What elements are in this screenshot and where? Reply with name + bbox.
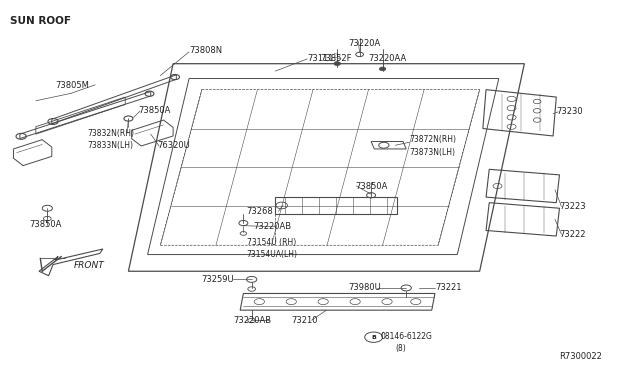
Text: 73850A: 73850A	[29, 221, 62, 230]
Text: 73111: 73111	[307, 54, 333, 62]
Text: 73873N(LH): 73873N(LH)	[410, 148, 456, 157]
Text: 73220AB: 73220AB	[253, 222, 291, 231]
Text: 73850A: 73850A	[138, 106, 170, 115]
Text: 76320U: 76320U	[157, 141, 190, 151]
Text: 73154U (RH): 73154U (RH)	[246, 238, 296, 247]
Text: 73220AB: 73220AB	[234, 316, 272, 325]
Text: 73223: 73223	[559, 202, 586, 211]
Text: 73852F: 73852F	[320, 54, 351, 62]
Text: 73220A: 73220A	[349, 39, 381, 48]
Text: 73221: 73221	[435, 283, 461, 292]
Text: 73268: 73268	[246, 207, 273, 216]
Text: 73259U: 73259U	[201, 275, 234, 284]
Circle shape	[334, 62, 340, 65]
Text: 73832N(RH): 73832N(RH)	[87, 128, 134, 138]
Text: 73220AA: 73220AA	[368, 54, 406, 62]
Text: (8): (8)	[396, 344, 406, 353]
Text: B: B	[371, 335, 376, 340]
Text: FRONT: FRONT	[74, 261, 105, 270]
Text: SUN ROOF: SUN ROOF	[10, 16, 71, 26]
Text: 73808N: 73808N	[189, 46, 222, 55]
Text: 73210: 73210	[291, 316, 318, 325]
Text: 73230: 73230	[556, 108, 583, 116]
Text: 73222: 73222	[559, 230, 586, 239]
Text: 73872N(RH): 73872N(RH)	[410, 135, 456, 144]
Text: 08146-6122G: 08146-6122G	[381, 331, 433, 341]
Text: 73805M: 73805M	[55, 81, 89, 90]
Text: 73154UA(LH): 73154UA(LH)	[246, 250, 298, 259]
Text: 73833N(LH): 73833N(LH)	[87, 141, 133, 151]
Circle shape	[380, 67, 386, 71]
Text: R7300022: R7300022	[559, 352, 602, 361]
Text: 73980U: 73980U	[348, 283, 381, 292]
Text: 73850A: 73850A	[355, 182, 387, 190]
